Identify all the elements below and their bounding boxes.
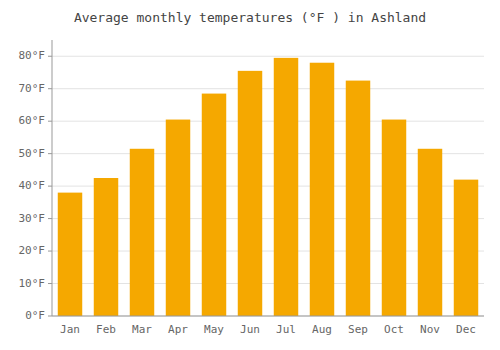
x-tick-label: May [204, 323, 224, 336]
y-tick [48, 121, 52, 122]
bars [58, 58, 478, 316]
bar [418, 149, 442, 316]
y-tick [48, 56, 52, 57]
x-tick-label: Jul [276, 323, 296, 336]
y-tick-label: 70°F [19, 82, 46, 95]
x-tick-label: Feb [96, 323, 116, 336]
x-tick-label: Apr [168, 323, 188, 336]
y-tick-label: 30°F [19, 212, 46, 225]
y-tick-label: 50°F [19, 147, 46, 160]
bar [238, 71, 262, 316]
x-axis: Jan Feb Mar Apr May Jun Jul Aug Sep Oct Nov Dec [52, 316, 484, 336]
bar [382, 120, 406, 316]
grid-line [52, 316, 484, 317]
x-tick-label: Aug [312, 323, 332, 336]
y-axis: 0°F 10°F 20°F 30°F 40°F 50°F 60°F 70°F 80°F [19, 40, 53, 322]
y-tick [48, 251, 52, 252]
x-tick-label: Dec [456, 323, 476, 336]
bar [202, 94, 226, 316]
y-tick [48, 218, 52, 219]
y-tick-label: 60°F [19, 114, 46, 127]
bar [346, 81, 370, 316]
grid-line [52, 56, 484, 57]
page: {"chart_data": {"type": "bar", "title": … [0, 0, 500, 350]
y-tick [48, 88, 52, 89]
x-tick-label: Mar [132, 323, 152, 336]
y-tick [48, 153, 52, 154]
chart-container: Average monthly temperatures (°F ) in As… [0, 0, 500, 350]
y-axis-line [52, 40, 53, 316]
chart: Average monthly temperatures (°F ) in As… [0, 0, 500, 350]
title: Average monthly temperatures (°F ) in As… [74, 10, 426, 25]
bar [274, 58, 298, 316]
y-tick [48, 316, 52, 317]
grid-line [52, 121, 484, 122]
bar [310, 63, 334, 316]
y-tick-label: 40°F [19, 179, 46, 192]
bar [166, 120, 190, 316]
y-tick-label: 80°F [19, 49, 46, 62]
bar [454, 180, 478, 316]
y-tick [48, 283, 52, 284]
y-tick-label: 20°F [19, 244, 46, 257]
grid-line [52, 88, 484, 89]
x-axis-line [52, 316, 484, 317]
bar [130, 149, 154, 316]
bar [94, 178, 118, 316]
y-tick-label: 0°F [25, 309, 45, 322]
x-tick-label: Jan [60, 323, 80, 336]
x-tick-label: Jun [240, 323, 260, 336]
x-tick-label: Sep [348, 323, 368, 336]
x-tick-label: Nov [420, 323, 440, 336]
x-tick-label: Oct [384, 323, 404, 336]
grid [52, 56, 484, 316]
y-tick [48, 186, 52, 187]
bar [58, 193, 82, 316]
y-tick-label: 10°F [19, 277, 46, 290]
